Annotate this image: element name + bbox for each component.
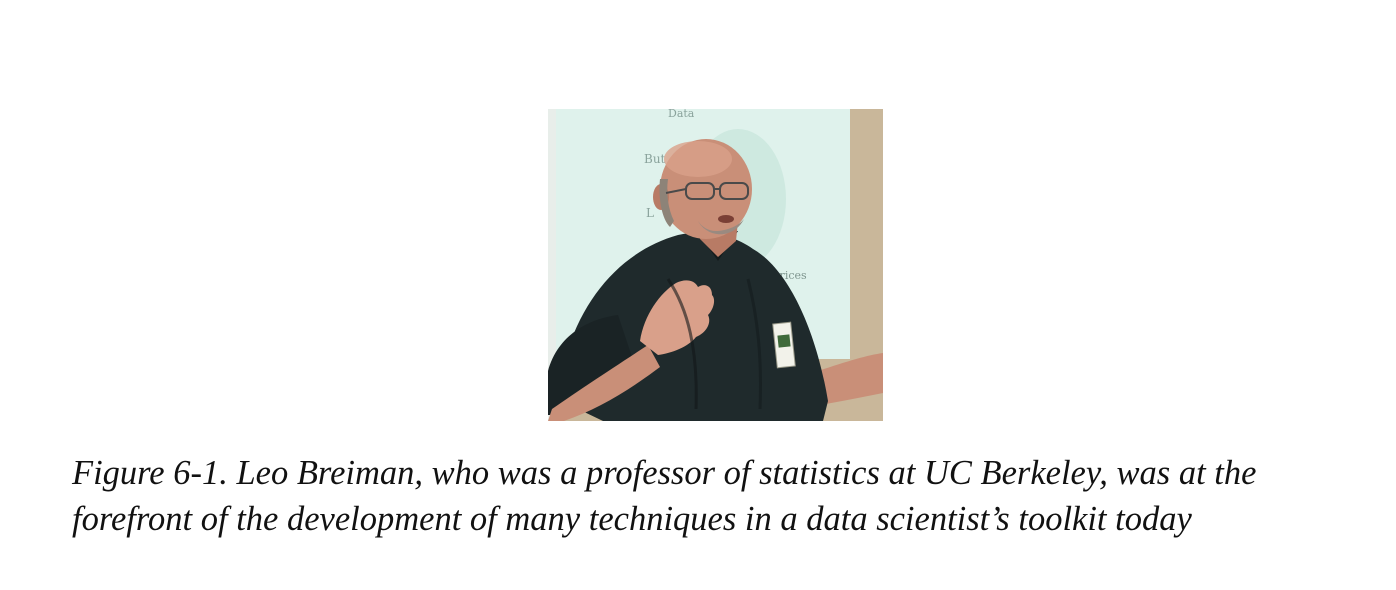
glasses-right-lens: [719, 182, 749, 200]
glasses-left-lens: [685, 182, 715, 200]
bald-scalp: [664, 141, 732, 177]
right-arm: [818, 353, 883, 405]
mouth: [718, 215, 734, 223]
shirt-fold: [666, 278, 698, 410]
beard: [698, 219, 744, 235]
slide-edge: [548, 109, 556, 421]
caption-line-1: Figure 6-1. Leo Breiman, who was a profe…: [72, 454, 1257, 492]
left-sleeve: [548, 315, 636, 415]
speaker-photo: Data But L ar Matrices: [548, 109, 883, 421]
badge-logo: [777, 334, 791, 348]
shirt-fold-2: [746, 278, 762, 410]
speaker-photo-drawing: Data But L ar Matrices: [548, 109, 883, 421]
figure-caption: Figure 6-1. Leo Breiman, who was a profe…: [72, 450, 1362, 542]
caption-line-2: forefront of the development of many tec…: [72, 500, 1192, 538]
hair: [659, 179, 674, 227]
raised-hand: [640, 280, 715, 355]
slide-text-3: L: [646, 206, 654, 220]
glasses-arm: [665, 188, 687, 194]
left-forearm: [548, 345, 660, 421]
slide-text-2: But: [644, 152, 666, 166]
slide-text-1: Data: [668, 109, 695, 120]
